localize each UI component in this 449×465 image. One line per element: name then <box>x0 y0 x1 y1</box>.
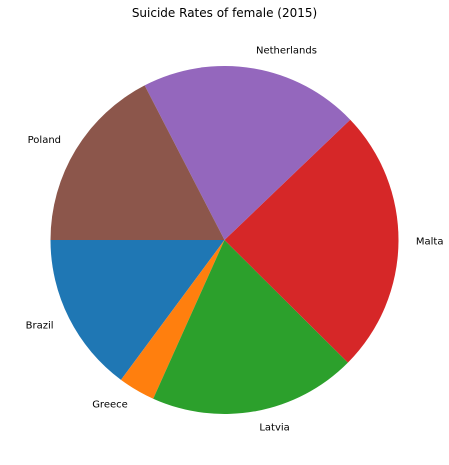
pie-label-malta: Malta <box>416 236 444 247</box>
pie-label-netherlands: Netherlands <box>256 46 317 57</box>
pie-label-greece: Greece <box>92 400 128 411</box>
pie-slice-latvia <box>153 240 348 414</box>
pie-labels: Brazil Greece Latvia Malta Netherlands Poland <box>26 46 444 434</box>
pie-label-brazil: Brazil <box>26 321 54 332</box>
pie-slice-greece <box>120 240 225 399</box>
pie-slices <box>50 65 399 414</box>
pie-slice-netherlands <box>144 65 351 240</box>
pie-label-latvia: Latvia <box>259 423 289 434</box>
pie-slice-poland <box>50 85 225 240</box>
pie-slice-malta <box>224 119 399 363</box>
pie-label-poland: Poland <box>28 135 61 146</box>
pie-slice-brazil <box>50 240 225 380</box>
chart-title: Suicide Rates of female (2015) <box>132 6 317 20</box>
